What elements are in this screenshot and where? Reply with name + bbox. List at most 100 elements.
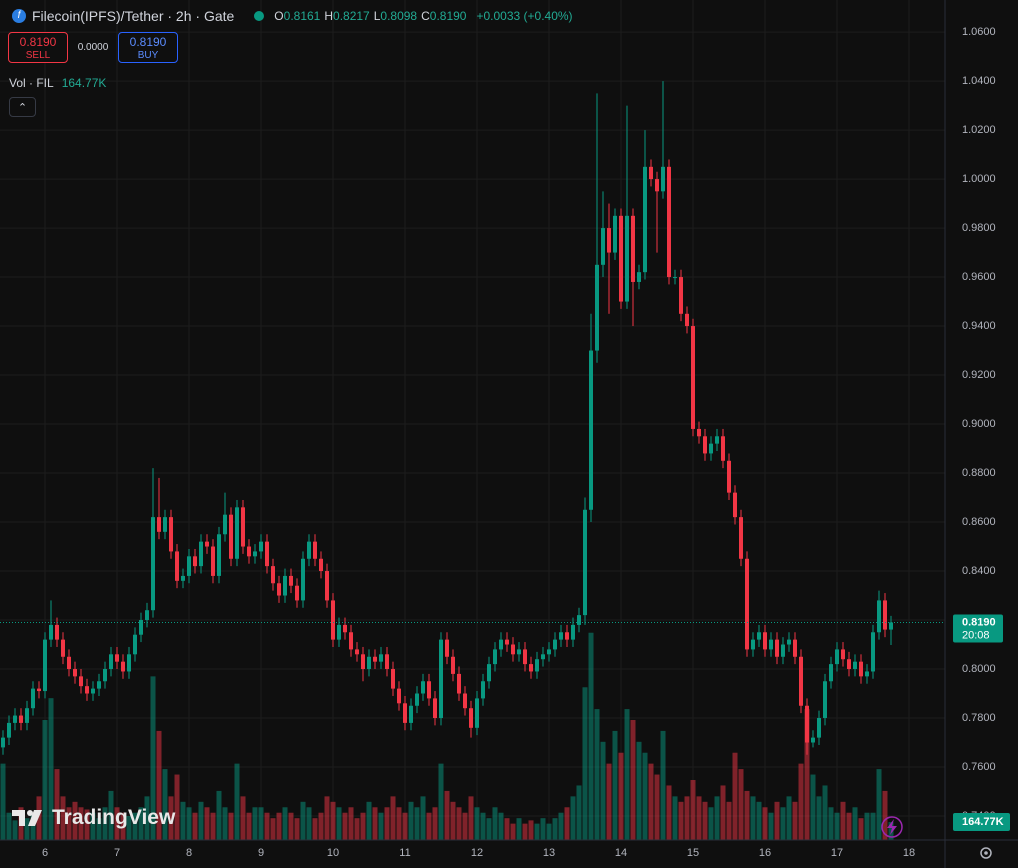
buy-label: BUY xyxy=(137,50,159,61)
volume-bar xyxy=(300,801,306,840)
volume-bar xyxy=(150,676,156,840)
candle-body xyxy=(115,654,119,662)
volume-bar xyxy=(810,774,816,840)
volume-bar xyxy=(264,812,270,840)
volume-bar xyxy=(396,807,402,840)
lightning-glyph xyxy=(887,819,897,835)
volume-bar xyxy=(672,796,678,840)
candle-body xyxy=(673,277,677,279)
x-tick-label: 11 xyxy=(399,847,410,859)
candle-body xyxy=(750,639,755,650)
volume-bar xyxy=(30,812,36,840)
y-tick-label: 1.0200 xyxy=(962,124,996,136)
candle-body xyxy=(631,215,636,282)
candle-body xyxy=(127,654,132,672)
volume-bar xyxy=(486,818,492,840)
volume-bar xyxy=(732,752,738,840)
candle-body xyxy=(181,575,186,581)
watermark-logo xyxy=(12,810,42,826)
volume-bar xyxy=(588,632,594,840)
volume-bar xyxy=(780,807,786,840)
volume-bar xyxy=(558,812,564,840)
x-tick-label: 8 xyxy=(186,847,192,859)
candle-body xyxy=(469,708,474,728)
y-tick-label: 0.8800 xyxy=(962,467,996,479)
candle-body xyxy=(691,326,695,429)
candle-body xyxy=(379,654,384,662)
candle-body xyxy=(55,624,60,640)
collapse-button[interactable]: ⌃ xyxy=(9,97,36,117)
volume-bar xyxy=(744,790,750,840)
candle-body xyxy=(349,632,353,650)
candle-body xyxy=(397,688,402,704)
candle-body xyxy=(205,541,209,547)
x-tick-label: 14 xyxy=(615,847,627,859)
candle-body xyxy=(1,737,6,748)
volume-bar xyxy=(102,807,108,840)
volume-bar xyxy=(156,730,162,840)
volume-bar xyxy=(816,796,822,840)
volume-bar xyxy=(294,818,300,840)
watermark-text: TradingView xyxy=(52,806,176,829)
x-tick-label: 12 xyxy=(471,847,483,859)
candle-body xyxy=(588,350,593,510)
sell-label: SELL xyxy=(25,50,51,61)
candle-body xyxy=(289,575,294,586)
candle-body xyxy=(300,558,305,601)
volume-bar xyxy=(228,812,234,840)
candle-body xyxy=(583,509,587,616)
x-tick-label: 6 xyxy=(42,847,48,859)
candle-body xyxy=(667,166,672,278)
settings-icon[interactable] xyxy=(980,847,992,859)
candle-body xyxy=(595,264,600,351)
candle-body xyxy=(613,215,618,253)
candle-body xyxy=(325,571,330,601)
candle-body xyxy=(685,313,690,327)
candle-body xyxy=(223,514,227,535)
volume-bar xyxy=(846,812,852,840)
candle-body xyxy=(696,428,701,437)
candle-body xyxy=(487,664,492,682)
volume-bar xyxy=(354,818,360,840)
volume-bar xyxy=(408,801,414,840)
candle-body xyxy=(84,686,89,694)
y-tick-label: 0.9800 xyxy=(962,222,996,234)
candle-body xyxy=(43,639,47,692)
candle-body xyxy=(408,705,413,723)
candle-body xyxy=(577,615,582,625)
volume-bar xyxy=(498,812,504,840)
volume-bar xyxy=(666,785,672,840)
volume-bar xyxy=(594,709,600,840)
volume-bar xyxy=(570,796,576,840)
volume-bar xyxy=(882,790,888,840)
volume-bar xyxy=(438,763,444,840)
candle-body xyxy=(457,673,461,694)
sell-button[interactable]: 0.8190 SELL xyxy=(8,32,68,63)
symbol-title[interactable]: Filecoin(IPFS)/Tether · 2h · Gate xyxy=(32,8,235,24)
volume-bar xyxy=(108,790,114,840)
y-tick-label: 0.8400 xyxy=(962,565,996,577)
lightning-icon[interactable] xyxy=(881,816,903,838)
candle-body xyxy=(781,644,785,657)
volume-bar xyxy=(516,818,522,840)
volume-value: 164.77K xyxy=(61,76,107,90)
volume-bar xyxy=(6,812,12,840)
y-tick-label: 1.0600 xyxy=(962,26,996,38)
volume-bar xyxy=(270,818,276,840)
volume-bar xyxy=(78,807,84,840)
candle-body xyxy=(12,715,17,723)
candle-body xyxy=(793,639,798,657)
candle-body xyxy=(516,649,521,655)
ohlc-value: 0.8098 xyxy=(380,9,418,23)
volume-bar xyxy=(90,812,96,840)
volume-bar xyxy=(282,807,288,840)
candle-body xyxy=(246,546,251,557)
candle-body xyxy=(282,575,287,596)
y-tick-label: 0.9200 xyxy=(962,369,996,381)
volume-bar xyxy=(384,807,390,840)
volume-bar xyxy=(540,818,546,840)
volume-bar xyxy=(420,796,426,840)
buy-button[interactable]: 0.8190 BUY xyxy=(118,32,178,63)
